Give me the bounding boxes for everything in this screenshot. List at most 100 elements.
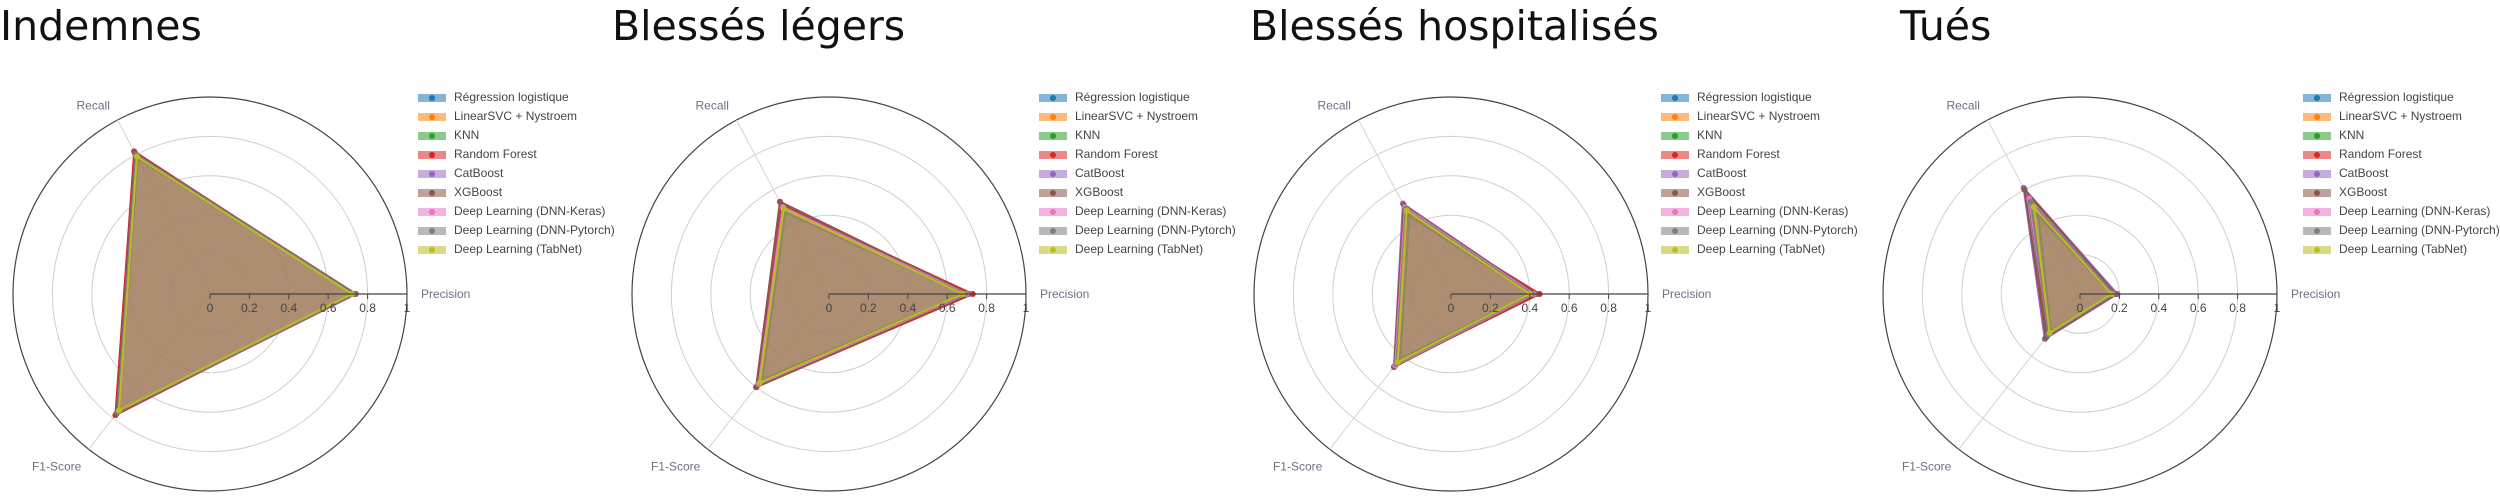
legend-item[interactable]: Random Forest: [418, 145, 618, 164]
series-point: [1394, 359, 1401, 366]
legend-item[interactable]: Deep Learning (TabNet): [418, 240, 618, 259]
legend-item[interactable]: Régression logistique: [2303, 88, 2500, 107]
legend-label: XGBoost: [1697, 185, 1746, 199]
radar-panel-indemnes: Indemnes Precision Recall F1-Score 0 0.2 0.4 0…: [0, 0, 625, 500]
legend-label: LinearSVC + Nystroem: [454, 109, 578, 123]
axis-label: Recall: [696, 98, 729, 112]
legend-item[interactable]: CatBoost: [2303, 164, 2500, 183]
legend-item[interactable]: LinearSVC + Nystroem: [1661, 107, 1861, 126]
legend-item[interactable]: Régression logistique: [1039, 88, 1239, 107]
legend-swatch: [1661, 131, 1689, 141]
radial-tick-label: 0.6: [320, 301, 337, 315]
radial-tick-label: 0.8: [1600, 301, 1617, 315]
radial-tick-label: 0.2: [241, 301, 258, 315]
legend-item[interactable]: Régression logistique: [418, 88, 618, 107]
legend-item[interactable]: CatBoost: [1661, 164, 1861, 183]
legend-swatch: [2303, 131, 2331, 141]
radial-tick-label: 0: [826, 301, 833, 315]
chart-legend[interactable]: Régression logistique LinearSVC + Nystroe…: [1661, 88, 1861, 259]
series-point: [1403, 207, 1410, 214]
legend-label: Deep Learning (TabNet): [454, 242, 583, 256]
legend-item[interactable]: Deep Learning (DNN-Keras): [1661, 202, 1861, 221]
legend-item[interactable]: KNN: [1661, 126, 1861, 145]
legend-swatch: [1661, 188, 1689, 198]
axis-label: Precision: [421, 287, 470, 301]
legend-label: KNN: [1075, 128, 1101, 142]
axis-label: Precision: [1040, 287, 1089, 301]
legend-label: CatBoost: [454, 166, 504, 180]
legend-item[interactable]: Deep Learning (TabNet): [2303, 240, 2500, 259]
legend-item[interactable]: CatBoost: [418, 164, 618, 183]
angular-spoke: [88, 293, 211, 450]
legend-item[interactable]: Deep Learning (DNN-Pytorch): [1661, 221, 1861, 240]
legend-label: LinearSVC + Nystroem: [2339, 109, 2463, 123]
radar-chart-blesses-legers: Precision Recall F1-Score 0 0.2 0.4 0.6 0.8 1: [631, 96, 1089, 492]
legend-item[interactable]: XGBoost: [418, 183, 618, 202]
radial-tick-label: 1: [1023, 301, 1030, 315]
legend-swatch: [1661, 226, 1689, 236]
radar-panel-tues: Tués Precision Recall F1-Score 0 0.2 0.4 0.6 0.…: [1875, 0, 2500, 500]
legend-item[interactable]: LinearSVC + Nystroem: [418, 107, 618, 126]
radial-tick-label: 0: [2077, 301, 2084, 315]
radar-chart-tues: Precision Recall F1-Score 0 0.2 0.4 0.6 0.8 1: [1882, 96, 2340, 492]
radar-panel-blesses-legers: Blessés légers Precision Recall F1-Score 0 0…: [612, 0, 1237, 500]
legend-item[interactable]: XGBoost: [1039, 183, 1239, 202]
legend-label: CatBoost: [1075, 166, 1125, 180]
legend-label: Deep Learning (DNN-Keras): [2339, 204, 2491, 218]
legend-item[interactable]: Deep Learning (DNN-Pytorch): [418, 221, 618, 240]
legend-item[interactable]: XGBoost: [1661, 183, 1861, 202]
series-polygon: [2032, 206, 2113, 334]
radar-chart-blesses-hospitalises: Precision Recall F1-Score 0 0.2 0.4 0.6 0.8 1: [1253, 96, 1711, 492]
legend-item[interactable]: Deep Learning (DNN-Keras): [2303, 202, 2500, 221]
legend-item[interactable]: Deep Learning (DNN-Pytorch): [1039, 221, 1239, 240]
radar-chart-indemnes: Precision Recall F1-Score 0 0.2 0.4 0.6 0.8 1: [12, 96, 470, 492]
legend-label: LinearSVC + Nystroem: [1697, 109, 1821, 123]
series-point: [756, 379, 763, 386]
legend-swatch: [2303, 112, 2331, 122]
legend-swatch: [2303, 188, 2331, 198]
legend-swatch: [418, 188, 446, 198]
legend-swatch: [418, 93, 446, 103]
chart-legend[interactable]: Régression logistique LinearSVC + Nystroe…: [418, 88, 618, 259]
legend-item[interactable]: Deep Learning (TabNet): [1661, 240, 1861, 259]
legend-label: CatBoost: [1697, 166, 1747, 180]
axis-label: Precision: [2291, 287, 2340, 301]
radial-tick-label: 0.6: [2190, 301, 2207, 315]
legend-label: Deep Learning (DNN-Pytorch): [2339, 223, 2500, 237]
chart-legend[interactable]: Régression logistique LinearSVC + Nystroe…: [1039, 88, 1239, 259]
legend-item[interactable]: Régression logistique: [1661, 88, 1861, 107]
legend-item[interactable]: Random Forest: [1661, 145, 1861, 164]
legend-swatch: [1661, 207, 1689, 217]
legend-item[interactable]: LinearSVC + Nystroem: [1039, 107, 1239, 126]
legend-item[interactable]: Random Forest: [2303, 145, 2500, 164]
legend-item[interactable]: XGBoost: [2303, 183, 2500, 202]
legend-item[interactable]: KNN: [418, 126, 618, 145]
legend-swatch: [418, 169, 446, 179]
legend-item[interactable]: KNN: [2303, 126, 2500, 145]
legend-swatch: [1661, 150, 1689, 160]
legend-label: Random Forest: [454, 147, 537, 161]
legend-item[interactable]: Random Forest: [1039, 145, 1239, 164]
legend-item[interactable]: Deep Learning (DNN-Keras): [1039, 202, 1239, 221]
legend-label: Régression logistique: [454, 90, 569, 104]
legend-item[interactable]: KNN: [1039, 126, 1239, 145]
radial-tick-label: 0.2: [2111, 301, 2128, 315]
legend-item[interactable]: Deep Learning (DNN-Keras): [418, 202, 618, 221]
legend-swatch: [418, 226, 446, 236]
legend-swatch: [1039, 245, 1067, 255]
legend-swatch: [2303, 150, 2331, 160]
legend-swatch: [1039, 93, 1067, 103]
axis-label: Precision: [1662, 287, 1711, 301]
legend-label: Random Forest: [1697, 147, 1780, 161]
legend-label: Deep Learning (TabNet): [2339, 242, 2468, 256]
legend-swatch: [2303, 93, 2331, 103]
legend-item[interactable]: LinearSVC + Nystroem: [2303, 107, 2500, 126]
legend-swatch: [1039, 207, 1067, 217]
legend-item[interactable]: CatBoost: [1039, 164, 1239, 183]
series-polygon: [2023, 188, 2117, 339]
chart-legend[interactable]: Régression logistique LinearSVC + Nystroe…: [2303, 88, 2500, 259]
series-polygon: [1396, 209, 1531, 364]
legend-item[interactable]: Deep Learning (TabNet): [1039, 240, 1239, 259]
legend-item[interactable]: Deep Learning (DNN-Pytorch): [2303, 221, 2500, 240]
radial-tick-label: 0.8: [359, 301, 376, 315]
